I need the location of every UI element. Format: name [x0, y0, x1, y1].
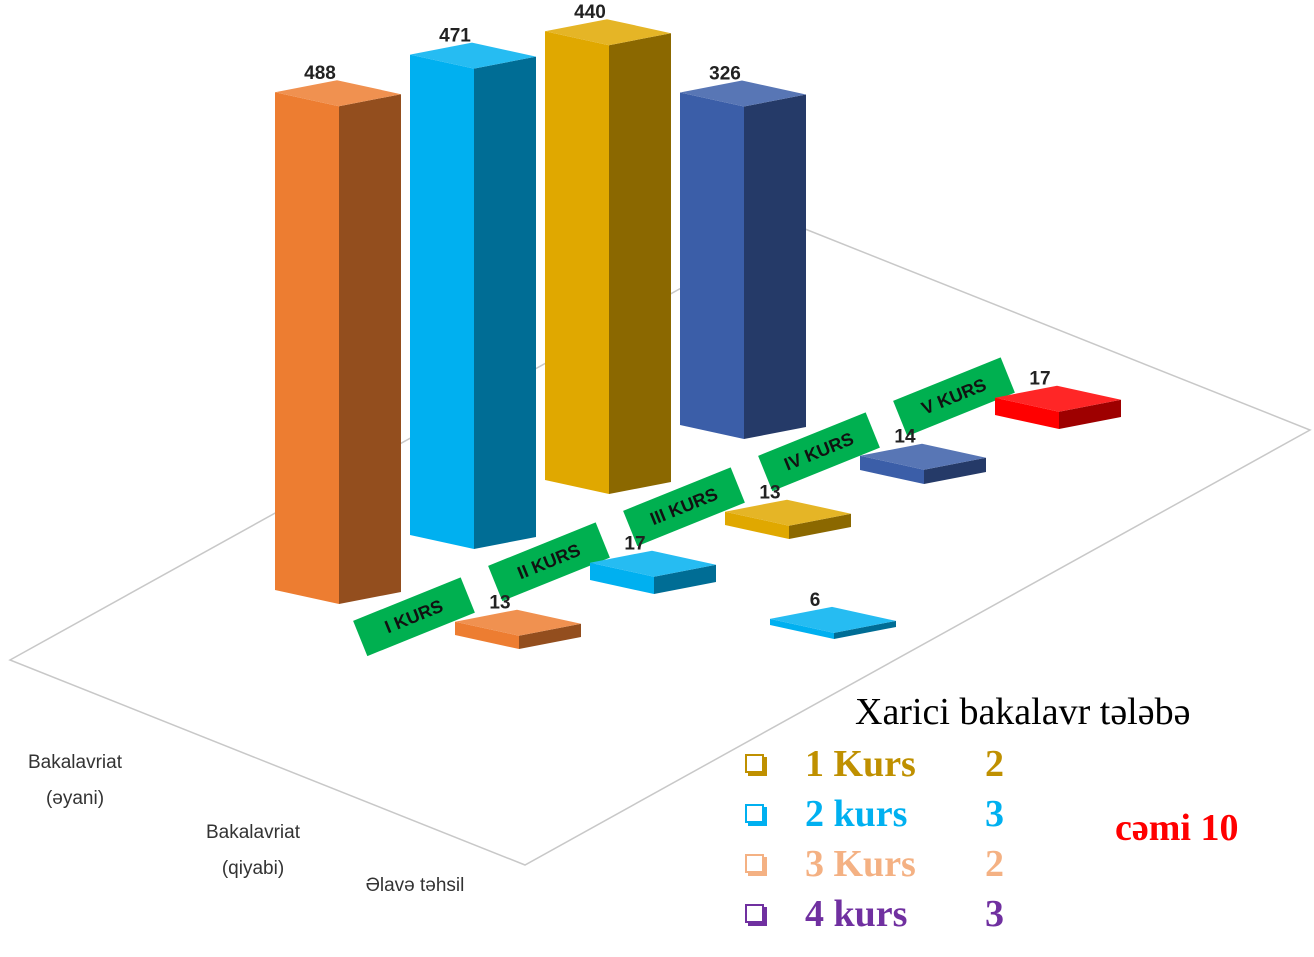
value-label: 6	[810, 590, 821, 611]
bar-top	[410, 42, 536, 69]
bar-front	[455, 621, 519, 649]
bar-side	[609, 33, 671, 494]
bar-side	[744, 94, 806, 439]
bar-side	[1059, 399, 1121, 429]
series-tag-box	[623, 467, 745, 547]
bar-side	[924, 457, 986, 484]
bar-front	[770, 618, 834, 639]
bar-front	[725, 511, 789, 539]
bar-top	[275, 80, 401, 107]
bar	[680, 80, 806, 439]
value-label: 326	[709, 63, 741, 84]
annotation-count: 3	[985, 793, 1004, 835]
category-label: Bakalavriat (əyani)	[28, 752, 122, 810]
value-label: 13	[489, 593, 510, 614]
bar-top	[680, 80, 806, 107]
bar-front	[995, 397, 1059, 429]
bar-front	[545, 31, 609, 494]
annotation-total: cəmi 10	[1115, 807, 1239, 849]
bar-top	[455, 609, 581, 636]
value-label: 471	[439, 26, 471, 47]
bar	[995, 385, 1121, 429]
bar-side	[339, 94, 401, 604]
bar-front	[590, 562, 654, 594]
bar-side	[789, 513, 851, 539]
bar-side	[519, 623, 581, 649]
bar	[725, 499, 851, 539]
bar-top	[590, 550, 716, 577]
annotation-count: 3	[985, 893, 1004, 935]
bar-front	[860, 455, 924, 484]
category-label: Əlavə təhsil	[365, 875, 465, 896]
bar-front	[410, 54, 474, 549]
category-label: Bakalavriat (qiyabi)	[206, 822, 300, 880]
series-tag-box	[893, 357, 1015, 437]
bar-top	[860, 443, 986, 470]
value-label: 440	[574, 2, 606, 23]
series-tag-box	[353, 577, 475, 657]
bar	[770, 606, 896, 639]
checkbox	[745, 754, 764, 773]
bar-top	[725, 499, 851, 526]
annotation-label: 2 kurs	[805, 793, 908, 835]
annotation-label: 3 Kurs	[805, 843, 916, 885]
bar-top	[770, 606, 896, 633]
bar-top	[545, 19, 671, 46]
bar	[545, 19, 671, 494]
bar-side	[834, 620, 896, 639]
annotation-title: Xarici bakalavr tələbə	[855, 691, 1191, 733]
bar	[410, 42, 536, 549]
value-label: 17	[624, 534, 645, 555]
checkbox	[745, 904, 764, 923]
bar	[860, 443, 986, 484]
bar-top	[995, 385, 1121, 412]
checkbox	[745, 854, 764, 873]
series-tag-box	[488, 522, 610, 602]
series-tag-box	[758, 412, 880, 492]
bar-side	[654, 564, 716, 594]
annotation-label: 4 kurs	[805, 893, 908, 935]
annotation-count: 2	[985, 843, 1004, 885]
annotation-count: 2	[985, 743, 1004, 785]
value-label: 17	[1029, 369, 1050, 390]
value-label: 14	[894, 427, 916, 448]
bar-side	[474, 56, 536, 549]
checkbox	[745, 804, 764, 823]
bar-front	[680, 92, 744, 439]
bar-front	[275, 92, 339, 604]
bar	[590, 550, 716, 594]
annotation-label: 1 Kurs	[805, 743, 916, 785]
value-label: 13	[759, 483, 780, 504]
value-label: 488	[304, 63, 336, 84]
bar	[455, 609, 581, 649]
series-tag: V KURS	[893, 357, 1015, 437]
bar	[275, 80, 401, 604]
